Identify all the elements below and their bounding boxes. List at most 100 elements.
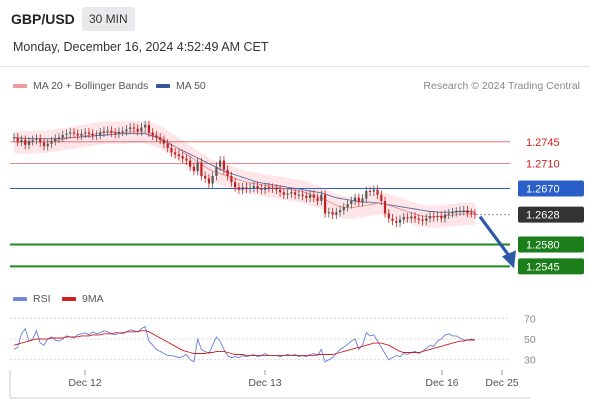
copyright-label: Research © 2024 Trading Central	[423, 80, 580, 92]
candle-body	[252, 186, 255, 188]
resistance-label: 1.2710	[526, 159, 560, 171]
support-badge	[518, 258, 584, 275]
candle-body	[331, 212, 334, 215]
candle-body	[361, 198, 364, 203]
candle-body	[473, 213, 477, 215]
last-price-label: 1.2628	[526, 210, 560, 222]
candle-body	[282, 192, 285, 195]
candle-body	[35, 138, 38, 140]
pivot-label: 1.2670	[526, 184, 560, 196]
candle-body	[353, 197, 357, 201]
candle-body	[417, 218, 420, 220]
candle-body	[320, 194, 323, 201]
candle-body	[196, 162, 199, 172]
candle-body	[466, 210, 469, 213]
candle-body	[249, 187, 252, 189]
pivot-badge	[518, 180, 584, 197]
candle-body	[87, 132, 90, 134]
candle-body	[327, 212, 330, 214]
candle-body	[398, 219, 402, 223]
candle-body	[357, 197, 360, 203]
candle-body	[80, 133, 83, 136]
candle-body	[256, 186, 259, 189]
candle-body	[455, 211, 458, 213]
candle-body	[42, 142, 46, 147]
candle-body	[159, 137, 162, 140]
candle-body	[211, 176, 214, 184]
candle-body	[470, 212, 473, 214]
ma20-swatch	[13, 84, 27, 88]
rsi-9ma-line	[13, 330, 475, 357]
ma20-line	[13, 131, 475, 217]
candle-body	[380, 194, 383, 201]
candle-body	[237, 187, 240, 190]
candle-body	[290, 192, 293, 194]
candle-body	[413, 216, 417, 219]
candle-body	[65, 133, 68, 135]
candle-body	[155, 135, 158, 138]
rsi-tick-label: 30	[524, 355, 536, 367]
forecast-arrow-head	[502, 250, 516, 269]
candle-body	[181, 156, 184, 159]
candle-body	[162, 139, 165, 144]
rsi-label: RSI	[33, 293, 51, 305]
candle-body	[462, 210, 465, 212]
candle-body	[297, 194, 300, 196]
candle-body	[95, 135, 98, 136]
timeframe-button[interactable]: 30 MIN	[82, 7, 135, 31]
legend-rsi: RSI	[13, 293, 51, 305]
candle-body	[222, 160, 225, 170]
candle-body	[147, 125, 150, 133]
candle-body	[174, 152, 177, 155]
candle-body	[132, 127, 135, 129]
ma20-label: MA 20 + Bollinger Bands	[33, 80, 149, 92]
legend-ma50: MA 50	[156, 80, 206, 92]
rsi-line	[13, 325, 476, 363]
ma9-swatch	[62, 297, 76, 301]
candle-body	[144, 125, 147, 128]
candle-body	[395, 220, 398, 223]
candle-body	[57, 137, 61, 139]
candle-body	[50, 141, 53, 144]
candle-body	[305, 196, 308, 198]
candle-body	[226, 169, 229, 176]
candle-body	[372, 189, 375, 192]
resistance-label: 1.2745	[526, 137, 560, 149]
candle-body	[436, 215, 439, 218]
candle-body	[425, 218, 428, 221]
ma50-swatch	[156, 84, 170, 88]
candles-layer	[12, 120, 477, 228]
candle-body	[443, 214, 447, 219]
legend-ma20: MA 20 + Bollinger Bands	[13, 80, 148, 92]
candle-body	[106, 130, 109, 132]
candle-body	[204, 176, 207, 179]
candle-body	[20, 139, 23, 142]
candle-body	[99, 132, 102, 135]
candle-body	[264, 187, 267, 190]
header-bar: GBP/USD 30 MIN	[0, 0, 590, 40]
candle-body	[447, 213, 450, 215]
candle-body	[200, 162, 203, 177]
candle-body	[185, 158, 188, 161]
candle-body	[406, 217, 409, 219]
candle-body	[365, 191, 368, 199]
candle-body	[189, 160, 192, 167]
candle-body	[16, 137, 19, 142]
rsi-tick-label: 70	[524, 313, 536, 325]
candle-body	[383, 201, 387, 214]
candle-body	[368, 191, 372, 192]
candle-body	[39, 138, 42, 143]
ma50-label: MA 50	[176, 80, 206, 92]
candle-body	[136, 128, 139, 132]
candle-body	[46, 143, 49, 147]
candle-body	[421, 219, 424, 221]
forecast-arrow-layer	[478, 215, 516, 269]
candle-body	[410, 216, 413, 219]
candle-body	[241, 187, 244, 190]
candle-body	[391, 218, 394, 221]
candle-body	[24, 139, 27, 145]
candle-body	[339, 210, 342, 213]
candle-body	[432, 216, 435, 218]
time-tick-label: Dec 25	[485, 377, 518, 389]
